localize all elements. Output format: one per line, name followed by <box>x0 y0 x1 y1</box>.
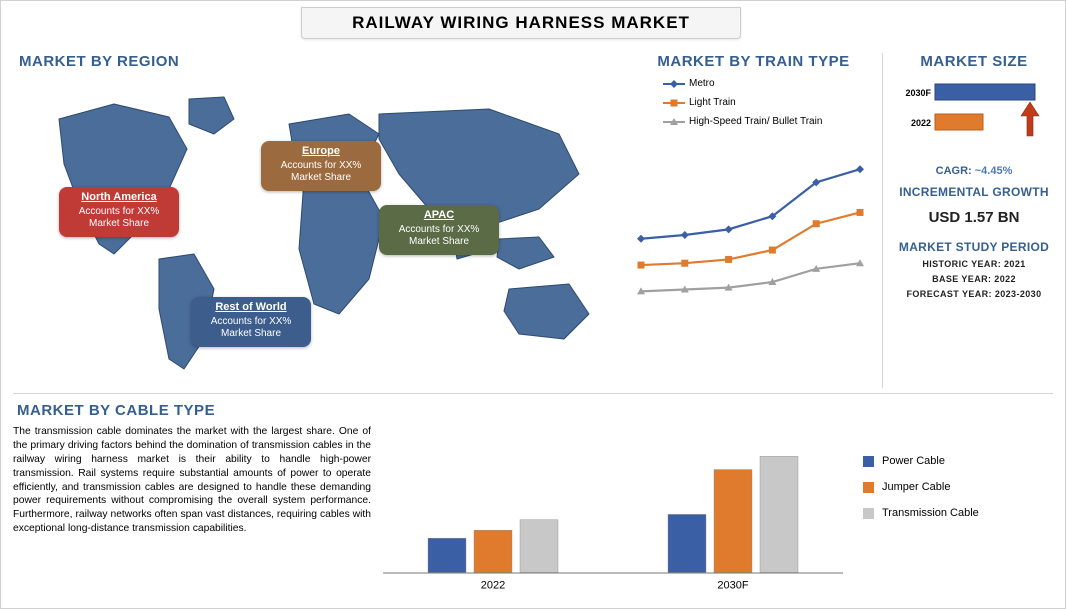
world-map: North AmericaAccounts for XX%Market Shar… <box>19 79 619 379</box>
study-period-item: BASE YEAR: 2022 <box>893 274 1055 284</box>
cable-bar-chart-wrap: 2022 2030F <box>383 425 843 595</box>
study-period-list: HISTORIC YEAR: 2021 BASE YEAR: 2022 FORECA… <box>893 259 1055 299</box>
region-label-title: Rest of World <box>201 301 301 315</box>
region-label-eu: EuropeAccounts for XX%Market Share <box>261 141 381 191</box>
market-size-section: MARKET SIZE 2030F 2022 CAGR: ~4.45% INCRE… <box>893 53 1055 388</box>
cable-legend-item: Transmission Cable <box>863 507 1023 519</box>
cable-type-description: The transmission cable dominates the mar… <box>13 425 383 536</box>
region-label-line1: Accounts for XX% <box>79 206 160 217</box>
svg-text:2022: 2022 <box>481 580 505 592</box>
region-label-line2: Market Share <box>409 236 469 247</box>
train-type-legend: Metro Light Train High-Speed Train/ Bullet… <box>663 78 874 127</box>
region-label-line1: Accounts for XX% <box>281 160 362 171</box>
region-label-na: North AmericaAccounts for XX%Market Shar… <box>59 187 179 237</box>
svg-text:2022: 2022 <box>911 118 931 128</box>
region-label-line2: Market Share <box>291 172 351 183</box>
train-type-legend-item: Light Train <box>663 97 874 108</box>
cable-type-legend: Power Cable Jumper Cable Transmission Cabl… <box>843 425 1023 533</box>
cable-legend-label: Power Cable <box>882 455 945 467</box>
incremental-growth-label: INCREMENTAL GROWTH <box>893 185 1055 199</box>
region-section: MARKET BY REGION North AmericaAccounts f… <box>19 53 619 383</box>
region-label-row: Rest of WorldAccounts for XX%Market Shar… <box>191 297 311 347</box>
train-type-legend-label: High-Speed Train/ Bullet Train <box>689 116 822 127</box>
cagr-value: ~4.45% <box>975 165 1013 177</box>
train-type-heading: MARKET BY TRAIN TYPE <box>633 53 874 70</box>
study-period-item: HISTORIC YEAR: 2021 <box>893 259 1055 269</box>
main-title: RAILWAY WIRING HARNESS MARKET <box>301 7 741 39</box>
train-type-section: MARKET BY TRAIN TYPE Metro Light Train Hig… <box>633 53 883 388</box>
train-type-line-chart <box>633 137 868 337</box>
svg-text:2030F: 2030F <box>905 88 931 98</box>
cable-legend-item: Jumper Cable <box>863 481 1023 493</box>
region-label-line2: Market Share <box>89 218 149 229</box>
train-type-legend-item: High-Speed Train/ Bullet Train <box>663 116 874 127</box>
train-type-legend-label: Light Train <box>689 97 736 108</box>
region-label-line1: Accounts for XX% <box>399 224 480 235</box>
region-label-title: North America <box>69 191 169 205</box>
cable-legend-label: Transmission Cable <box>882 507 979 519</box>
region-label-title: APAC <box>389 209 489 223</box>
region-heading: MARKET BY REGION <box>19 53 619 70</box>
cable-type-section: MARKET BY CABLE TYPE The transmission ca… <box>13 393 1053 598</box>
train-type-legend-label: Metro <box>689 78 715 89</box>
cable-legend-label: Jumper Cable <box>882 481 950 493</box>
incremental-growth-value: USD 1.57 BN <box>893 209 1055 226</box>
region-label-apac: APACAccounts for XX%Market Share <box>379 205 499 255</box>
market-size-bar-chart: 2030F 2022 <box>899 76 1049 156</box>
study-period-heading: MARKET STUDY PERIOD <box>893 240 1055 254</box>
market-size-heading: MARKET SIZE <box>893 53 1055 70</box>
cable-type-bar-chart: 2022 2030F <box>383 425 843 595</box>
cagr-row: CAGR: ~4.45% <box>893 165 1055 177</box>
svg-text:2030F: 2030F <box>717 580 748 592</box>
cagr-label: CAGR: <box>936 165 972 177</box>
cable-legend-item: Power Cable <box>863 455 1023 467</box>
region-label-title: Europe <box>271 145 371 159</box>
cable-type-heading: MARKET BY CABLE TYPE <box>17 402 1053 419</box>
train-type-legend-item: Metro <box>663 78 874 89</box>
study-period-item: FORECAST YEAR: 2023-2030 <box>893 289 1055 299</box>
region-label-line2: Market Share <box>221 328 281 339</box>
region-label-line1: Accounts for XX% <box>211 316 292 327</box>
